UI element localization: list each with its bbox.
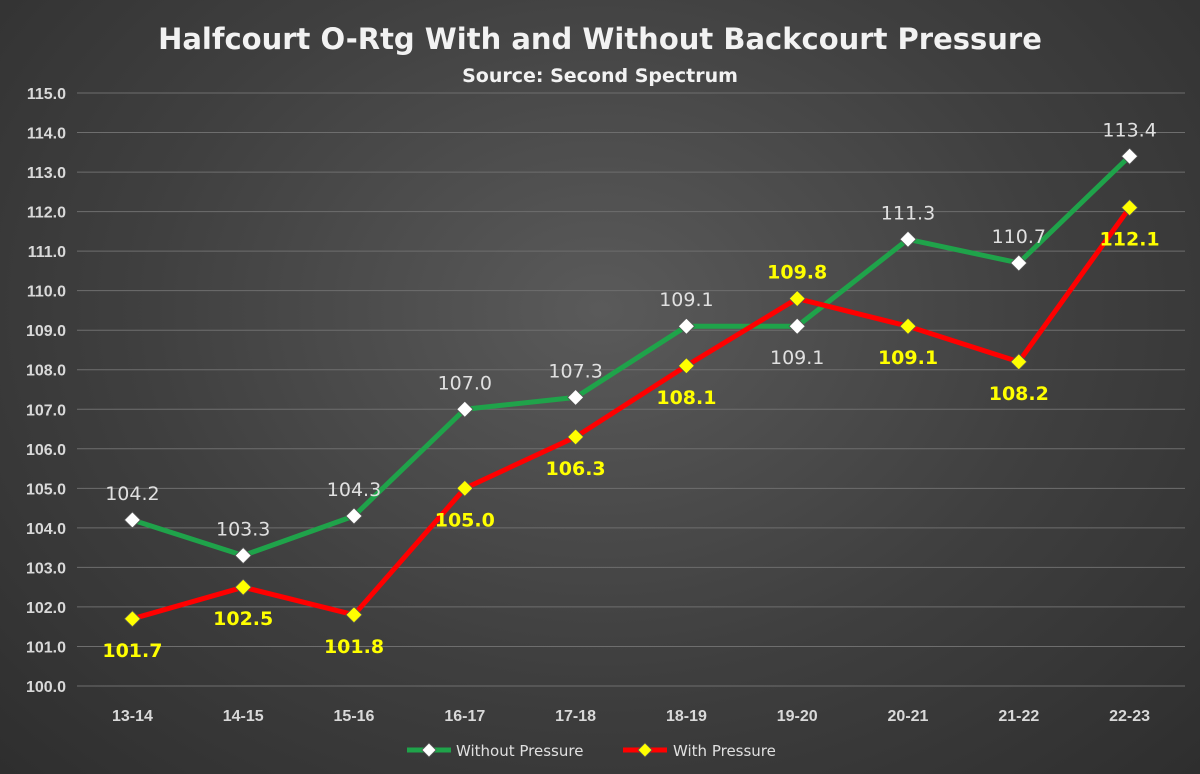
y-tick-label: 108.0 <box>26 363 66 380</box>
series-line <box>131 206 1132 622</box>
gridlines <box>77 92 1185 687</box>
data-point <box>677 317 695 335</box>
chart-subtitle: Source: Second Spectrum <box>462 65 738 87</box>
data-label: 109.1 <box>878 347 938 369</box>
x-tick-label: 16-17 <box>444 708 485 725</box>
data-point <box>234 578 252 596</box>
data-label: 107.0 <box>438 372 492 394</box>
data-point <box>567 428 585 446</box>
data-label: 109.1 <box>659 289 713 311</box>
legend-marker <box>421 742 437 758</box>
series-layer: 104.2 103.3 104.3 107.0 107.3 109.1 109.1 111.3… <box>102 119 1159 662</box>
y-tick-label: 105.0 <box>26 481 66 498</box>
data-label: 105.0 <box>435 509 495 531</box>
y-tick-label: 110.0 <box>27 284 66 301</box>
y-tick-label: 109.0 <box>26 323 66 340</box>
data-label: 108.1 <box>656 387 716 409</box>
legend-item: Without Pressure <box>407 742 583 760</box>
x-tick-label: 14-15 <box>223 708 264 725</box>
data-label: 109.1 <box>770 347 824 369</box>
data-label: 101.7 <box>102 640 162 662</box>
y-tick-label: 112.0 <box>27 205 66 222</box>
data-point <box>1121 147 1139 165</box>
data-label: 104.2 <box>105 483 159 505</box>
y-axis: 100.0 101.0 102.0 103.0 104.0 105.0 106.0 107.0… <box>26 86 66 696</box>
data-point <box>677 357 695 375</box>
data-point <box>234 546 252 565</box>
data-point <box>567 388 585 406</box>
data-label: 101.8 <box>324 636 384 658</box>
data-point <box>788 317 806 335</box>
y-tick-label: 104.0 <box>26 521 66 538</box>
y-tick-label: 114.0 <box>27 126 66 143</box>
data-label: 107.3 <box>548 360 602 382</box>
data-label: 109.8 <box>767 262 827 284</box>
x-tick-label: 22-23 <box>1109 708 1150 725</box>
chart-title: Halfcourt O-Rtg With and Without Backcou… <box>158 22 1042 56</box>
data-point <box>1010 353 1028 371</box>
data-point <box>899 230 917 248</box>
x-tick-label: 17-18 <box>555 708 596 725</box>
x-tick-label: 15-16 <box>334 708 375 725</box>
data-point <box>123 610 141 628</box>
series-without-pressure: 104.2 103.3 104.3 107.0 107.3 109.1 109.1 111.3… <box>105 119 1157 565</box>
data-point <box>1010 254 1028 272</box>
x-tick-label: 20-21 <box>888 708 929 725</box>
y-tick-label: 100.0 <box>26 679 66 696</box>
data-point <box>345 606 363 624</box>
data-label: 104.3 <box>327 479 381 501</box>
data-point <box>456 400 474 418</box>
data-label: 102.5 <box>213 608 273 630</box>
x-axis: 13-14 14-15 15-16 16-17 17-18 18-19 19-20 20-21… <box>112 708 1150 725</box>
legend-marker <box>637 742 653 758</box>
y-tick-label: 102.0 <box>26 600 66 617</box>
data-label: 112.1 <box>1100 229 1160 251</box>
data-label: 111.3 <box>881 202 935 224</box>
series-line <box>131 154 1132 559</box>
legend-label: With Pressure <box>673 742 776 760</box>
y-tick-label: 103.0 <box>26 560 66 577</box>
x-tick-label: 19-20 <box>777 708 818 725</box>
legend-label: Without Pressure <box>456 742 583 760</box>
y-tick-label: 101.0 <box>26 639 66 656</box>
data-label: 106.3 <box>546 458 606 480</box>
y-tick-label: 115.0 <box>27 86 66 103</box>
data-point <box>123 511 141 529</box>
data-point <box>788 290 806 308</box>
data-point <box>899 317 917 335</box>
legend-item: With Pressure <box>623 742 776 760</box>
data-label: 108.2 <box>989 383 1049 405</box>
series-with-pressure: 101.7 102.5 101.8 105.0 106.3 108.1 109.8 109.1… <box>102 199 1160 662</box>
x-tick-label: 13-14 <box>112 708 153 725</box>
data-label: 103.3 <box>216 519 270 541</box>
data-label: 110.7 <box>992 226 1046 248</box>
x-tick-label: 21-22 <box>998 708 1039 725</box>
y-tick-label: 107.0 <box>26 402 66 419</box>
y-tick-label: 106.0 <box>26 442 66 459</box>
data-label: 113.4 <box>1102 119 1156 141</box>
y-tick-label: 111.0 <box>28 244 66 261</box>
x-tick-label: 18-19 <box>666 708 707 725</box>
data-point <box>456 479 474 497</box>
data-point <box>1121 199 1139 217</box>
legend: Without Pressure With Pressure <box>407 742 776 760</box>
data-point <box>345 507 363 525</box>
y-tick-label: 113.0 <box>27 165 66 182</box>
